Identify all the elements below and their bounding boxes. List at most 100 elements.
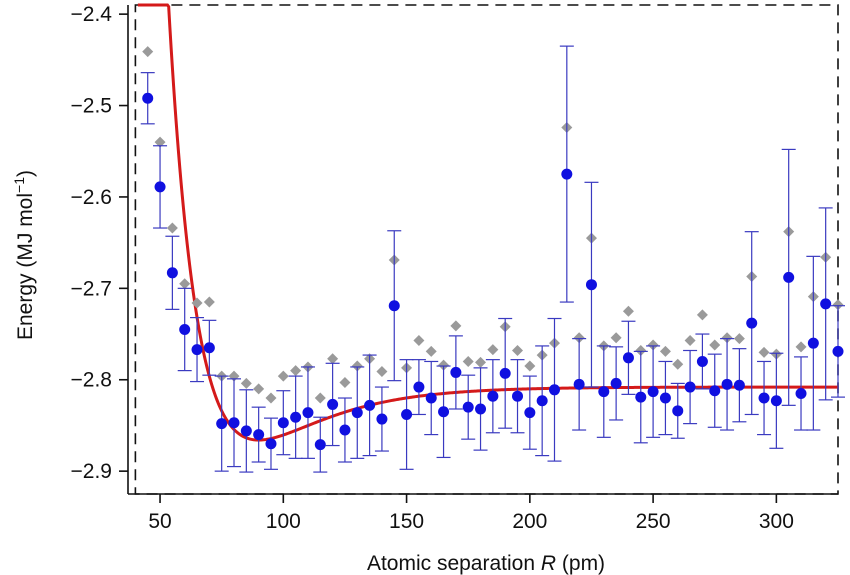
blue-data-point (401, 408, 413, 420)
blue-data-point (561, 168, 573, 180)
blue-data-point (746, 317, 758, 329)
y-tick-label: −2.8 (71, 369, 112, 392)
grey-diamond-point (191, 297, 203, 309)
blue-data-point (166, 267, 178, 279)
axes: −2.4 −2.5 −2.6 −2.7 −2.8 −2.9 50 100 150 200 250 30… (71, 3, 838, 533)
blue-data-point (203, 342, 215, 354)
blue-data-point (253, 429, 265, 441)
blue-data-point (154, 181, 166, 193)
grey-diamond-point (166, 222, 178, 234)
grey-diamond-point (142, 46, 154, 58)
grey-diamond-point (622, 305, 634, 317)
grey-diamond-point (438, 359, 450, 371)
y-tick-label: −2.6 (71, 186, 112, 209)
blue-data-point (265, 438, 277, 450)
blue-data-point (487, 390, 499, 402)
blue-data-point (758, 392, 770, 404)
grey-diamond-point (647, 339, 659, 351)
y-tick-label: −2.7 (71, 277, 112, 300)
grey-diamond-point (462, 355, 474, 367)
grey-diamond-point (277, 370, 289, 382)
blue-data-point (733, 379, 745, 391)
y-tick-label: −2.5 (71, 95, 112, 118)
blue-data-point (770, 395, 782, 407)
blue-data-point (635, 391, 647, 403)
blue-data-point (142, 92, 154, 104)
grey-diamond-point (684, 334, 696, 346)
grey-diamond-point (659, 345, 671, 357)
grey-diamond-point (795, 341, 807, 353)
blue-data-point (216, 418, 228, 430)
blue-data-point (438, 406, 450, 418)
blue-data-point (832, 345, 844, 357)
grey-diamond-point (758, 346, 770, 358)
grey-diamond-point (265, 392, 277, 404)
grey-diamond-point (696, 309, 708, 321)
blue-data-point (721, 378, 733, 390)
blue-data-point (364, 399, 376, 411)
blue-data-point (684, 381, 696, 393)
blue-data-point (659, 392, 671, 404)
blue-data-point (388, 300, 400, 312)
grey-diamond-point (314, 392, 326, 404)
blue-data-point (179, 323, 191, 335)
fit-curve (137, 3, 838, 442)
grey-diamond-point (733, 333, 745, 345)
grey-diamond-point (487, 344, 499, 356)
blue-data-point (610, 377, 622, 389)
grey-diamond-point (253, 383, 265, 395)
blue-data-point (536, 395, 548, 407)
grey-diamond-point (351, 360, 363, 372)
blue-data-point (548, 384, 560, 396)
grey-diamond-point (240, 377, 252, 389)
y-axis-title: Energy (MJ mol−1) (11, 170, 37, 340)
blue-data-point (462, 401, 474, 413)
x-tick-label: 150 (389, 510, 424, 533)
blue-data-point (598, 386, 610, 398)
y-tick-label: −2.9 (71, 460, 112, 483)
blue-data-point (425, 392, 437, 404)
grey-diamond-point (524, 360, 536, 372)
blue-data-point (327, 398, 339, 410)
x-tick-label: 200 (512, 510, 547, 533)
blue-data-point (450, 366, 462, 378)
grey-diamond-point (179, 278, 191, 290)
grey-diamond-point (721, 332, 733, 344)
grey-diamond-point (154, 136, 166, 148)
x-axis-title: Atomic separation R (pm) (367, 552, 605, 575)
blue-data-point (376, 413, 388, 425)
blue-data-point (191, 344, 203, 356)
blue-data-point (820, 298, 832, 310)
grey-diamond-point (475, 356, 487, 368)
blue-data-point (240, 425, 252, 437)
blue-data-point (807, 337, 819, 349)
grey-diamond-point (413, 334, 425, 346)
grey-diamond-point (709, 339, 721, 351)
grey-diamond-point (672, 358, 684, 370)
blue-data-point (783, 271, 795, 283)
blue-series-layer (140, 45, 845, 473)
x-tick-label: 250 (636, 510, 671, 533)
blue-data-point (647, 386, 659, 398)
grey-diamond-point (610, 332, 622, 344)
grey-diamond-point (327, 353, 339, 365)
x-tick-label: 100 (266, 510, 301, 533)
blue-data-point (709, 385, 721, 397)
blue-data-point (585, 279, 597, 291)
blue-data-point (290, 411, 302, 423)
grey-diamond-point (450, 320, 462, 332)
blue-data-point (413, 381, 425, 393)
blue-data-point (351, 407, 363, 419)
blue-data-point (672, 405, 684, 417)
grey-diamond-point (339, 376, 351, 388)
grey-diamond-point (573, 332, 585, 344)
blue-data-point (524, 407, 536, 419)
blue-data-point (795, 387, 807, 399)
y-tick-label: −2.4 (71, 3, 113, 26)
dashed-frame (134, 4, 839, 495)
x-tick-label: 50 (148, 510, 171, 533)
blue-data-point (475, 403, 487, 415)
blue-data-point (302, 407, 314, 419)
